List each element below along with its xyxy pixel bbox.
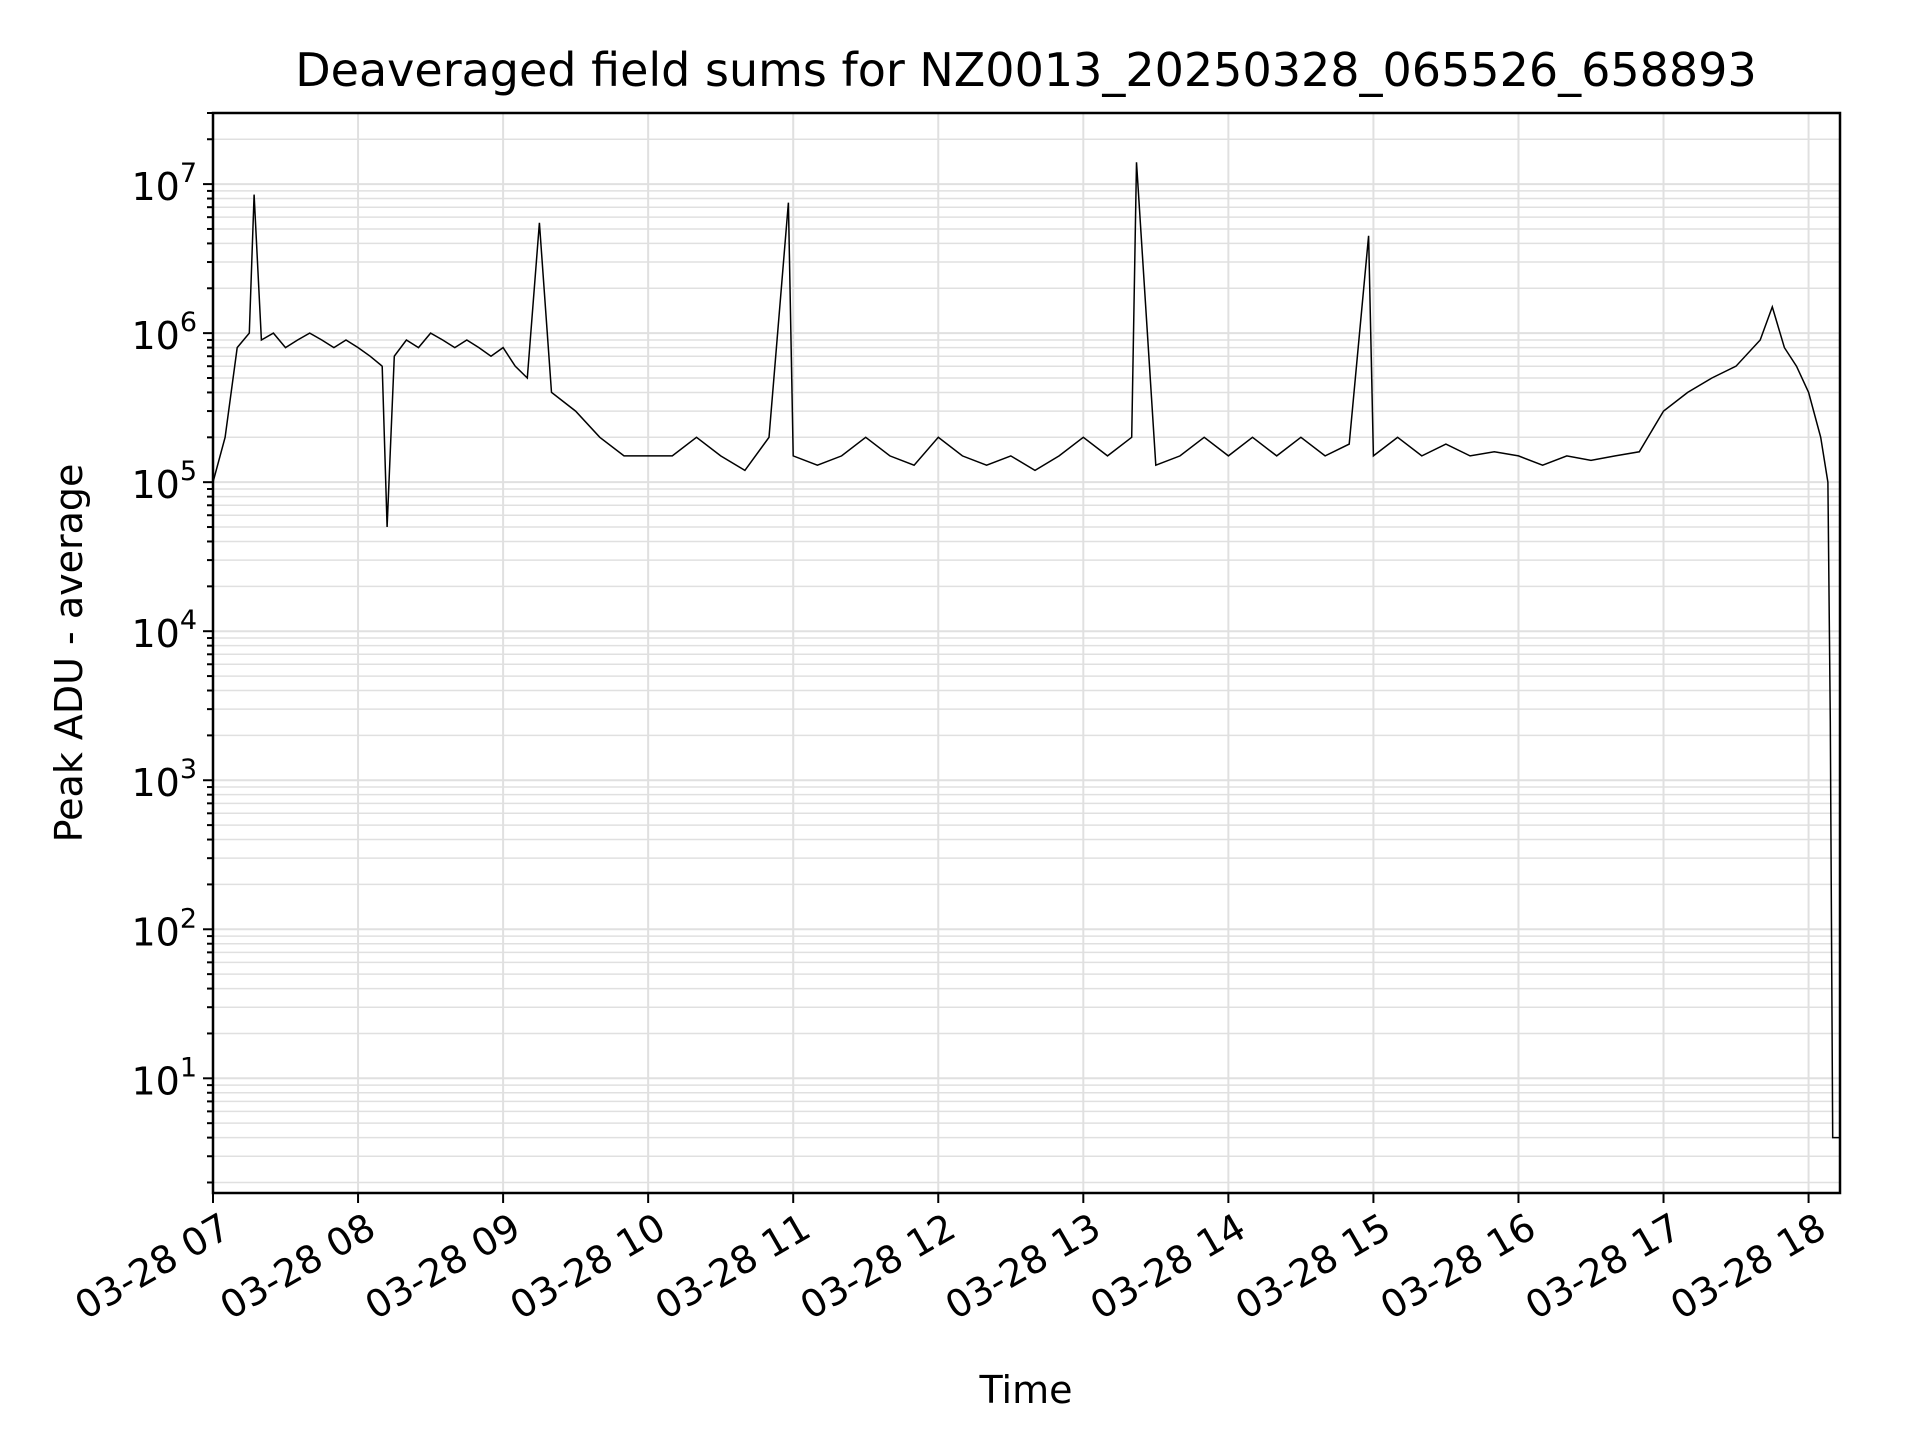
chart-title: Deaveraged field sums for NZ0013_2025032… (295, 43, 1756, 97)
y-tick-label: 105 (131, 456, 197, 507)
y-axis-label: Peak ADU - average (47, 464, 91, 843)
y-tick-label: 104 (131, 605, 197, 656)
plot-frame (211, 111, 1842, 1195)
y-tick-label: 107 (131, 158, 197, 209)
series-layer (212, 162, 1840, 1139)
y-tick-label: 102 (131, 903, 197, 954)
grid (212, 112, 1840, 1193)
x-axis-label: Time (979, 1368, 1073, 1412)
y-tick-label: 106 (131, 307, 197, 358)
data-line (212, 162, 1840, 1139)
y-tick-label: 103 (131, 754, 197, 805)
y-tick-label: 101 (131, 1052, 197, 1103)
